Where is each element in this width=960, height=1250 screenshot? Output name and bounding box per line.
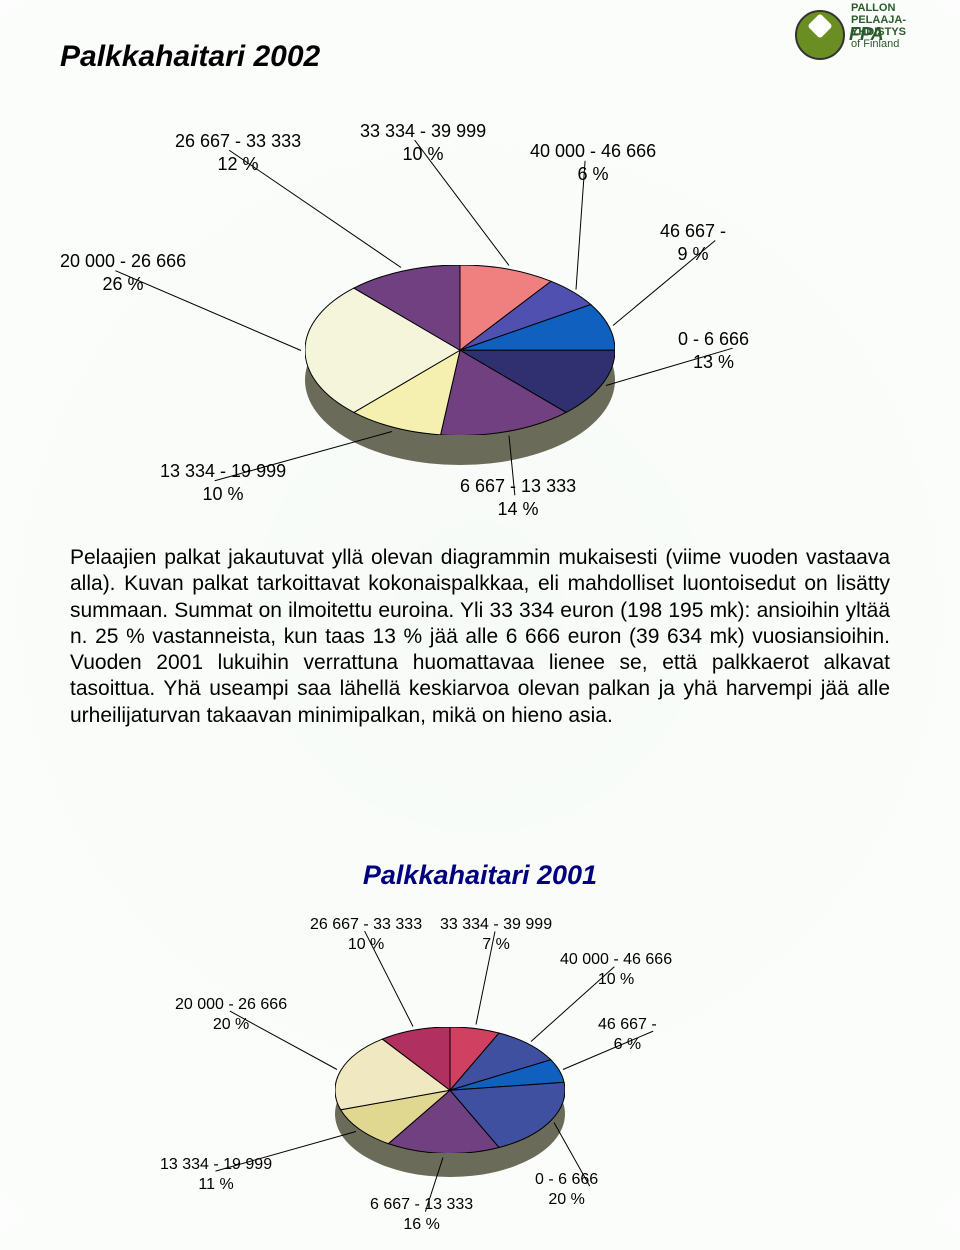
page-title: Palkkahaitari 2002 [60, 40, 320, 74]
logo-lines: PALLON PELAAJA- YHDISTYS of Finland [851, 2, 906, 50]
logo: FPA PALLON PELAAJA- YHDISTYS of Finland [795, 0, 960, 70]
slice-label-pct: 10 % [160, 483, 286, 506]
leader-line [230, 150, 402, 268]
slice-label-range: 33 334 - 39 999 [440, 915, 552, 935]
slice-label-range: 40 000 - 46 666 [530, 140, 656, 163]
slice-label-pct: 7 % [440, 935, 552, 955]
slice-label-range: 13 334 - 19 999 [160, 460, 286, 483]
slice-label-pct: 11 % [160, 1175, 272, 1195]
slice-label: 0 - 6 66620 % [535, 1170, 598, 1210]
slice-label-range: 13 334 - 19 999 [160, 1155, 272, 1175]
soccer-ball-icon [795, 10, 845, 60]
slice-label-pct: 10 % [360, 143, 486, 166]
leader-line [115, 270, 301, 351]
slice-label-range: 26 667 - 33 333 [175, 130, 301, 153]
slice-label-range: 46 667 - [660, 220, 726, 243]
subtitle: Palkkahaitari 2001 [0, 860, 960, 891]
logo-line3: YHDISTYS [851, 26, 906, 38]
slice-label-pct: 20 % [535, 1190, 598, 1210]
slice-label-range: 6 667 - 13 333 [460, 475, 576, 498]
slice-label: 33 334 - 39 9997 % [440, 915, 552, 955]
body-paragraph: Pelaajien palkat jakautuvat yllä olevan … [70, 545, 890, 729]
slice-label-pct: 9 % [660, 243, 726, 266]
slice-label-range: 0 - 6 666 [535, 1170, 598, 1190]
slice-label-range: 40 000 - 46 666 [560, 950, 672, 970]
slice-label: 13 334 - 19 99910 % [160, 460, 286, 505]
logo-sub: of Finland [851, 38, 906, 50]
slice-label: 33 334 - 39 99910 % [360, 120, 486, 165]
pie-chart-2002: 33 334 - 39 99910 %40 000 - 46 6666 %46 … [60, 120, 820, 520]
slice-label-range: 0 - 6 666 [678, 328, 749, 351]
slice-label-pct: 6 % [530, 163, 656, 186]
slice-label: 40 000 - 46 66610 % [560, 950, 672, 990]
slice-label-range: 33 334 - 39 999 [360, 120, 486, 143]
logo-line2: PELAAJA- [851, 14, 906, 26]
slice-label-pct: 16 % [370, 1215, 473, 1235]
slice-label: 6 667 - 13 33316 % [370, 1195, 473, 1235]
slice-label: 20 000 - 26 66620 % [175, 995, 287, 1035]
pie-top [335, 1027, 565, 1154]
leader-line [215, 431, 393, 481]
slice-label-range: 20 000 - 26 666 [60, 250, 186, 273]
slice-label-pct: 10 % [310, 935, 422, 955]
slice-label: 13 334 - 19 99911 % [160, 1155, 272, 1195]
slice-label-pct: 6 % [598, 1035, 657, 1055]
slice-label-pct: 10 % [560, 970, 672, 990]
slice-label-range: 6 667 - 13 333 [370, 1195, 473, 1215]
logo-line1: PALLON [851, 2, 906, 14]
slice-label: 40 000 - 46 6666 % [530, 140, 656, 185]
slice-label: 26 667 - 33 33312 % [175, 130, 301, 175]
slice-label: 6 667 - 13 33314 % [460, 475, 576, 520]
pie-top [305, 265, 615, 436]
slice-label: 0 - 6 66613 % [678, 328, 749, 373]
slice-label-pct: 14 % [460, 498, 576, 521]
pie-chart-2001: 33 334 - 39 9997 %40 000 - 46 66610 %46 … [120, 930, 760, 1250]
